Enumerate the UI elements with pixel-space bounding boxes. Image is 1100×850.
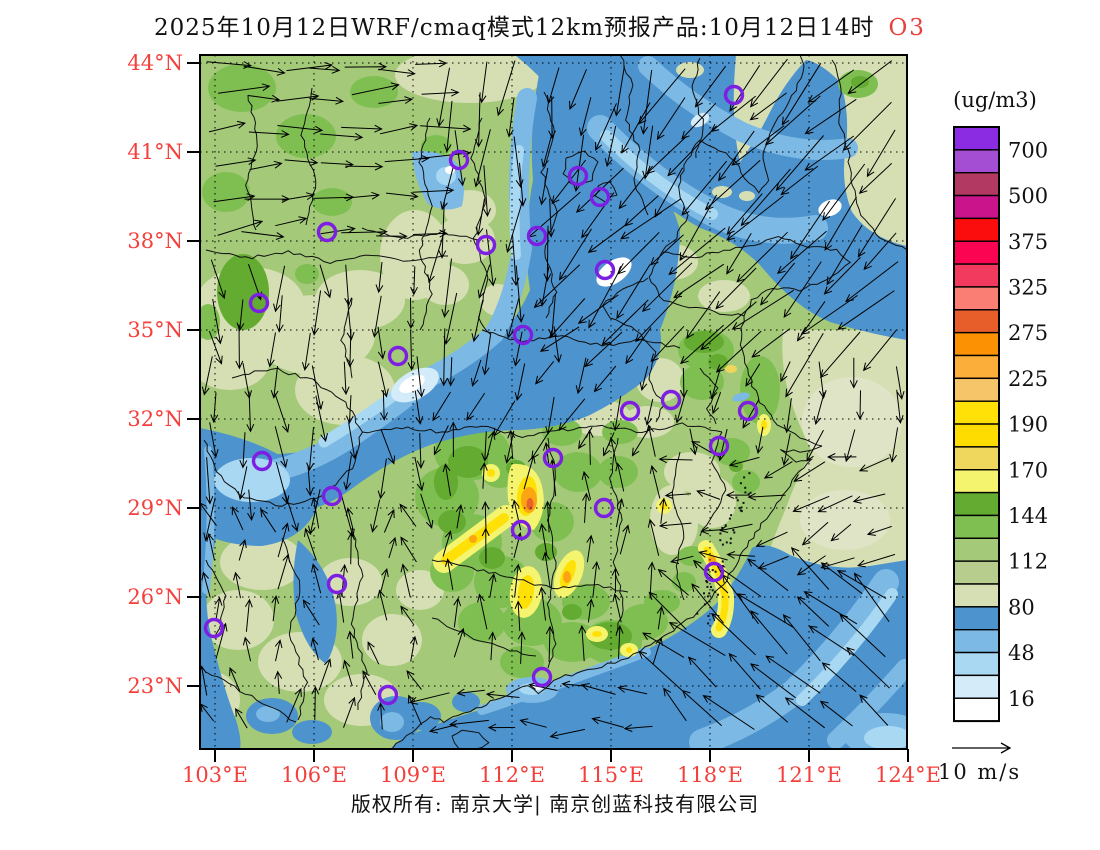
lon-label: 124°E (875, 763, 941, 787)
station-marker (316, 221, 338, 243)
colorbar-level-label: 225 (1008, 367, 1048, 391)
station-marker (377, 684, 399, 706)
title-text: 2025年10月12日WRF/cmaq模式12km预报产品:10月12日14时 (154, 15, 875, 41)
colorbar-level-label: 375 (1008, 230, 1048, 254)
colorbar-level-label: 170 (1008, 458, 1048, 482)
colorbar-level-label: 112 (1008, 550, 1048, 574)
lat-label: 35°N (127, 318, 183, 342)
station-marker (723, 84, 745, 106)
species-label: O3 (888, 15, 926, 41)
page-title: 2025年10月12日WRF/cmaq模式12km预报产品:10月12日14时 O… (0, 8, 1080, 42)
lon-label: 121°E (776, 763, 842, 787)
lat-label: 29°N (127, 496, 183, 520)
colorbar-level-label: 48 (1008, 641, 1035, 665)
colorbar-level-label: 325 (1008, 275, 1048, 299)
station-marker (475, 234, 497, 256)
station-marker (708, 435, 730, 457)
lat-label: 44°N (127, 51, 183, 75)
station-marker (526, 225, 548, 247)
station-marker (542, 447, 564, 469)
lon-label: 118°E (677, 763, 743, 787)
axis-ticks (187, 62, 909, 762)
lon-label: 115°E (578, 763, 644, 787)
lat-label: 23°N (127, 674, 183, 698)
station-marker (619, 400, 641, 422)
copyright-text: 版权所有: 南京大学| 南京创蓝科技有限公司 (350, 792, 760, 816)
lon-label: 106°E (281, 763, 347, 787)
station-marker (321, 485, 343, 507)
map-area (200, 55, 907, 749)
colorbar-unit-label: (ug/m3) (953, 88, 1037, 112)
station-marker (589, 186, 611, 208)
lat-label: 26°N (127, 585, 183, 609)
wind-speed-legend: 10 m/s (938, 760, 1022, 784)
station-marker (593, 497, 615, 519)
lat-label: 38°N (127, 229, 183, 253)
colorbar-level-label: 80 (1008, 595, 1035, 619)
station-marker (448, 149, 470, 171)
wind-vectors (200, 58, 905, 739)
colorbar-level-label: 16 (1008, 687, 1035, 711)
coast-islands (696, 472, 752, 625)
station-marker (251, 450, 273, 472)
wind-reference-arrow (952, 742, 1012, 754)
lon-label: 103°E (182, 763, 248, 787)
station-marker (567, 165, 589, 187)
lon-label: 112°E (479, 763, 545, 787)
colorbar-level-label: 500 (1008, 184, 1048, 208)
station-markers (203, 84, 759, 706)
station-marker (594, 259, 616, 281)
station-marker (512, 324, 534, 346)
graticule (200, 55, 907, 749)
station-marker (248, 292, 270, 314)
colorbar-level-label: 275 (1008, 321, 1048, 345)
lon-label: 109°E (380, 763, 446, 787)
colorbar-level-label: 144 (1008, 504, 1048, 528)
colorbar-level-label: 190 (1008, 413, 1048, 437)
station-marker (737, 400, 759, 422)
colorbar: 700 500 375 325 275 225 190 170 144 112 80 48 16 (953, 126, 1048, 723)
station-marker (326, 573, 348, 595)
station-marker (531, 666, 553, 688)
station-marker (510, 519, 532, 541)
lat-label: 32°N (127, 407, 183, 431)
terrain-pale-sea-light (800, 377, 902, 550)
station-marker (203, 617, 225, 639)
station-marker (703, 561, 725, 583)
axis-labels: 44°N 41°N 38°N 35°N 32°N 29°N 26°N 23°N 103°E 106… (127, 51, 941, 787)
colorbar-level-label: 700 (1008, 138, 1048, 162)
map-frame (199, 54, 908, 750)
station-marker (660, 389, 682, 411)
lat-label: 41°N (127, 140, 183, 164)
station-marker (387, 345, 409, 367)
